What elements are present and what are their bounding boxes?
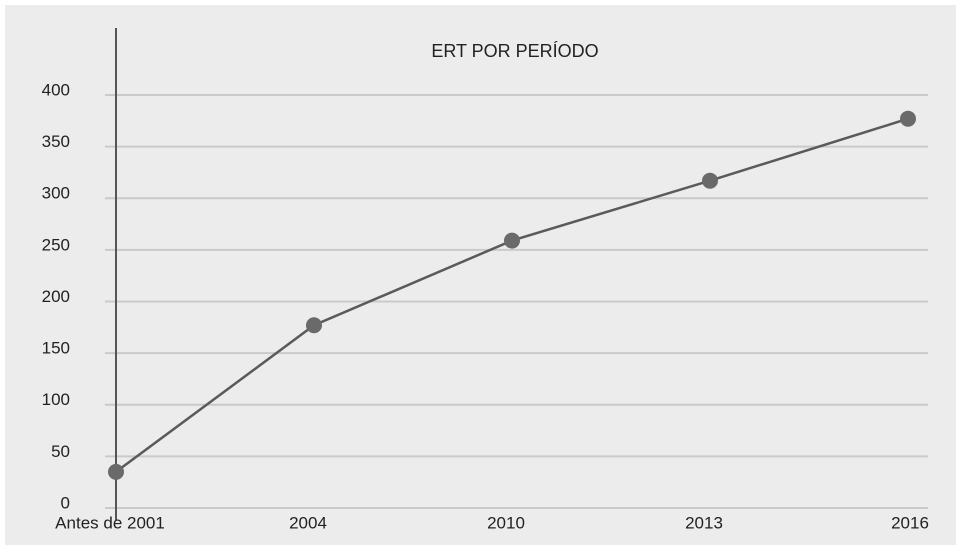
chart-title: ERT POR PERÍODO [431,41,598,61]
y-tick-label: 50 [51,442,70,461]
y-tick-label: 100 [42,390,70,409]
y-tick-label: 400 [42,80,70,99]
y-tick-label: 350 [42,132,70,151]
x-tick-label: 2004 [289,513,327,532]
x-tick-label: 2013 [685,513,723,532]
data-point [504,232,520,249]
chart-background [5,5,956,545]
y-tick-label: 300 [42,184,70,203]
x-tick-label: 2016 [891,513,929,532]
x-tick-label: 2010 [487,513,525,532]
data-point [702,172,718,189]
y-tick-label: 0 [61,493,70,512]
y-tick-label: 200 [42,287,70,306]
data-point [108,463,124,480]
x-tick-label: Antes de 2001 [55,513,165,532]
y-tick-label: 150 [42,339,70,358]
data-point [306,317,322,334]
y-tick-label: 250 [42,235,70,254]
data-point [900,110,916,127]
